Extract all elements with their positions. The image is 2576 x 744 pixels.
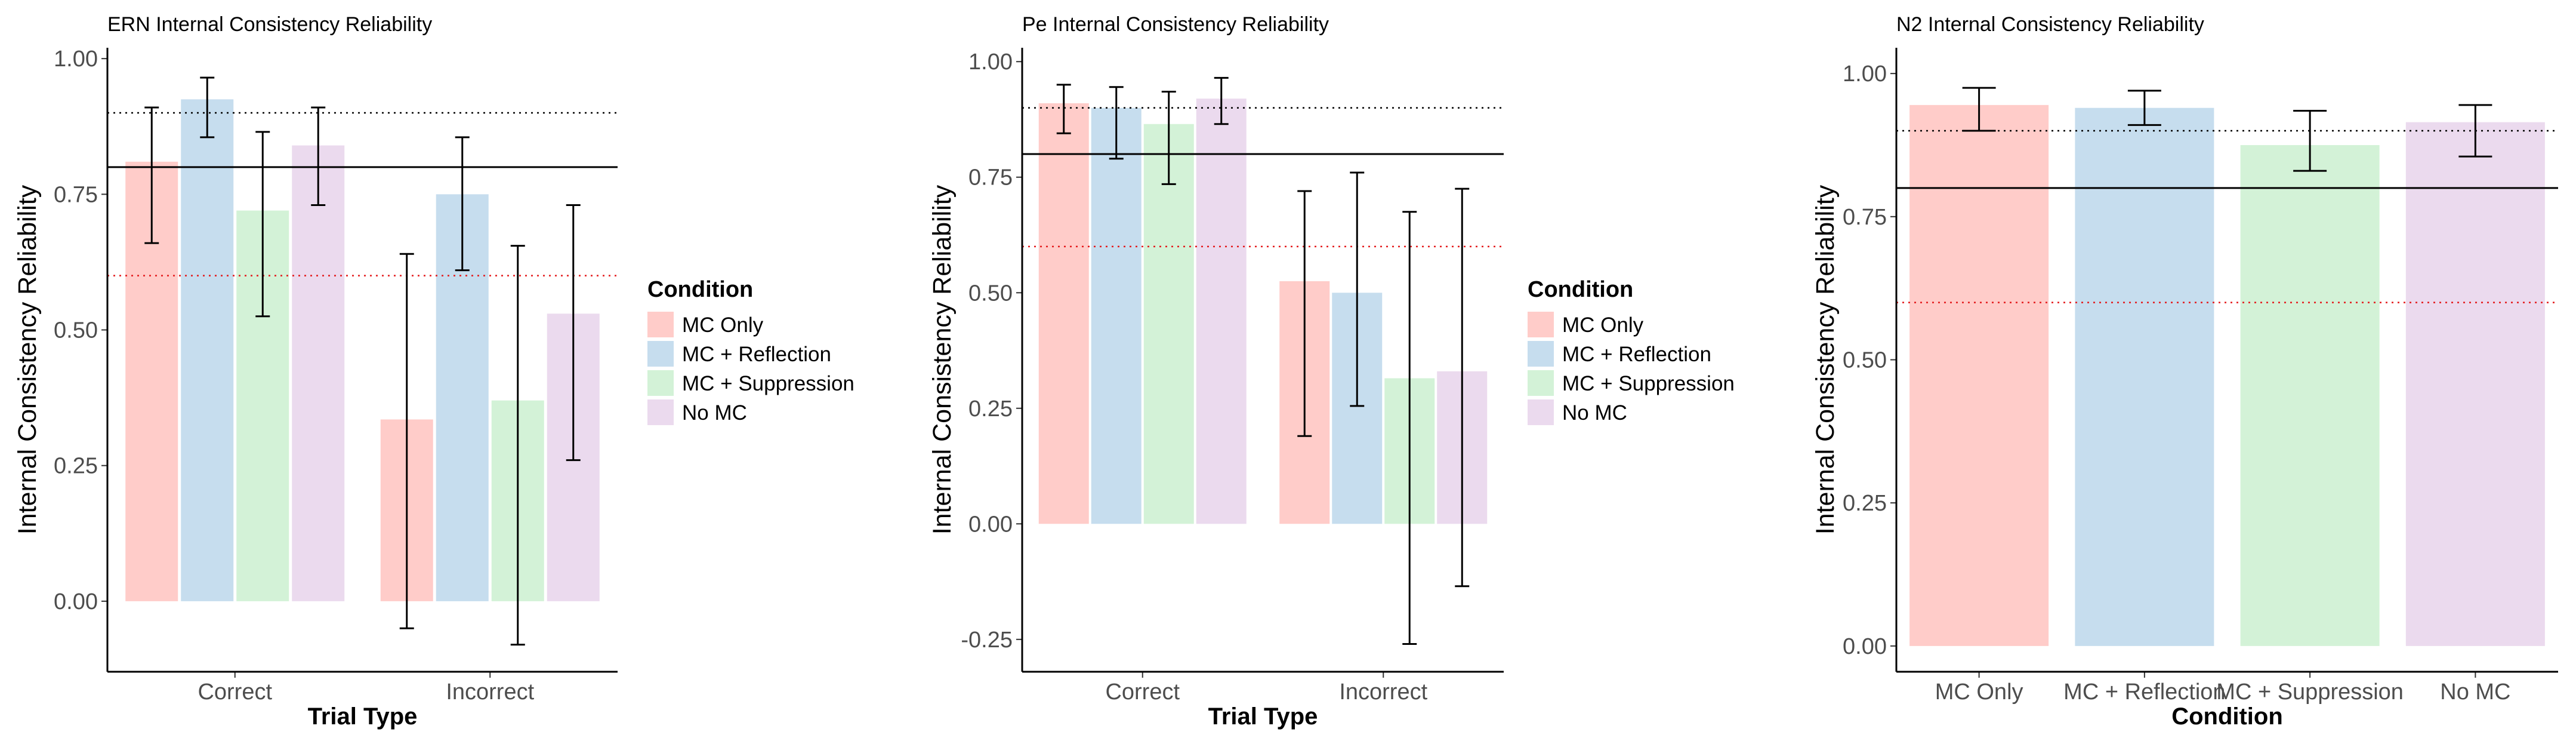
error-bar [399, 253, 414, 629]
legend-swatch [647, 312, 674, 337]
legend-title: Condition [647, 277, 753, 302]
legend-swatch [647, 399, 674, 425]
error-bar [1455, 187, 1470, 588]
y-tick-label: 1.00 [54, 47, 98, 72]
x-tick-label: MC + Reflection [2063, 680, 2225, 705]
error-bar [1161, 91, 1176, 185]
bar [2075, 107, 2214, 646]
chart-panel-2: N2 Internal Consistency Reliability 0.00 0… [1811, 13, 2558, 730]
chart-title: N2 Internal Consistency Reliability [1896, 13, 2204, 36]
chart-title: Pe Internal Consistency Reliability [1022, 13, 1329, 36]
error-bar [200, 76, 215, 139]
chart-panel-0: ERN Internal Consistency Reliability 0.00… [13, 13, 854, 730]
y-tick-label: 0.25 [968, 396, 1013, 422]
legend-label: No MC [1562, 401, 1627, 425]
y-tick-label: 0.25 [1843, 491, 1887, 516]
y-tick-label: 0.75 [1843, 205, 1887, 230]
error-bar [1056, 84, 1071, 134]
y-axis-label: Internal Consistency Reliability [13, 185, 42, 534]
bar [1143, 124, 1194, 524]
bar [1196, 99, 1247, 524]
legend-swatch [1528, 399, 1554, 425]
error-bar [566, 204, 581, 462]
error-bar [510, 245, 525, 646]
legend-label: MC + Suppression [1562, 372, 1735, 395]
legend: Condition MC Only MC + Reflection MC + Supp… [647, 277, 854, 425]
x-axis-label: Trial Type [308, 703, 418, 730]
legend-swatch [647, 341, 674, 367]
y-tick-label: 1.00 [1843, 62, 1887, 87]
bar [1909, 104, 2049, 646]
error-bar [1109, 86, 1124, 160]
y-axis-label: Internal Consistency Reliability [928, 185, 957, 534]
legend-swatch [1528, 341, 1554, 367]
legend-label: No MC [682, 401, 747, 425]
bar [2240, 145, 2380, 646]
y-tick-label: 0.75 [54, 182, 98, 207]
x-tick-label: MC Only [1935, 680, 2023, 705]
error-bar [1962, 87, 1996, 132]
x-tick-label: Correct [198, 680, 272, 705]
error-bar [1297, 190, 1312, 437]
y-tick-label: 0.50 [1843, 348, 1887, 373]
error-bar [1214, 76, 1229, 125]
y-tick-label: 0.50 [54, 318, 98, 343]
error-bar [2458, 104, 2492, 158]
legend-swatch [1528, 370, 1554, 396]
bar [181, 99, 234, 601]
error-bar [311, 106, 326, 207]
legend: Condition MC Only MC + Reflection MC + Supp… [1528, 277, 1735, 425]
y-tick-label: 0.50 [968, 281, 1013, 306]
legend-label: MC Only [682, 313, 764, 337]
x-tick-label: MC + Suppression [2216, 680, 2404, 705]
error-bar [1402, 211, 1417, 645]
y-tick-label: 0.00 [968, 512, 1013, 537]
legend-label: MC + Reflection [682, 343, 831, 366]
x-tick-label: No MC [2440, 680, 2510, 705]
error-bar [1350, 171, 1365, 407]
legend-label: MC Only [1562, 313, 1644, 337]
legend-label: MC + Suppression [682, 372, 854, 395]
y-tick-label: -0.25 [961, 628, 1013, 653]
y-tick-label: 0.00 [1843, 634, 1887, 659]
y-tick-label: 0.25 [54, 454, 98, 479]
error-bar [255, 131, 270, 318]
chart-panel-1: Pe Internal Consistency Reliability -0.25… [928, 13, 1735, 730]
error-bar [2293, 109, 2327, 172]
x-tick-label: Correct [1105, 680, 1180, 705]
chart-title: ERN Internal Consistency Reliability [107, 13, 432, 36]
legend-swatch [647, 370, 674, 396]
y-tick-label: 1.00 [968, 50, 1013, 75]
error-bar [2127, 90, 2161, 126]
error-bar [144, 106, 159, 244]
legend-swatch [1528, 312, 1554, 337]
y-tick-label: 0.00 [54, 589, 98, 614]
legend-title: Condition [1528, 277, 1633, 302]
bar [292, 145, 345, 601]
y-axis-label: Internal Consistency Reliability [1811, 185, 1840, 534]
bar [1038, 103, 1089, 524]
x-axis-label: Trial Type [1208, 703, 1318, 730]
x-tick-label: Incorrect [1339, 680, 1427, 705]
x-tick-label: Incorrect [446, 680, 534, 705]
y-tick-label: 0.75 [968, 165, 1013, 190]
error-bar [455, 136, 470, 272]
bar [1091, 107, 1142, 524]
x-axis-label: Condition [2171, 703, 2283, 730]
legend-label: MC + Reflection [1562, 343, 1711, 366]
bar [2405, 122, 2545, 646]
